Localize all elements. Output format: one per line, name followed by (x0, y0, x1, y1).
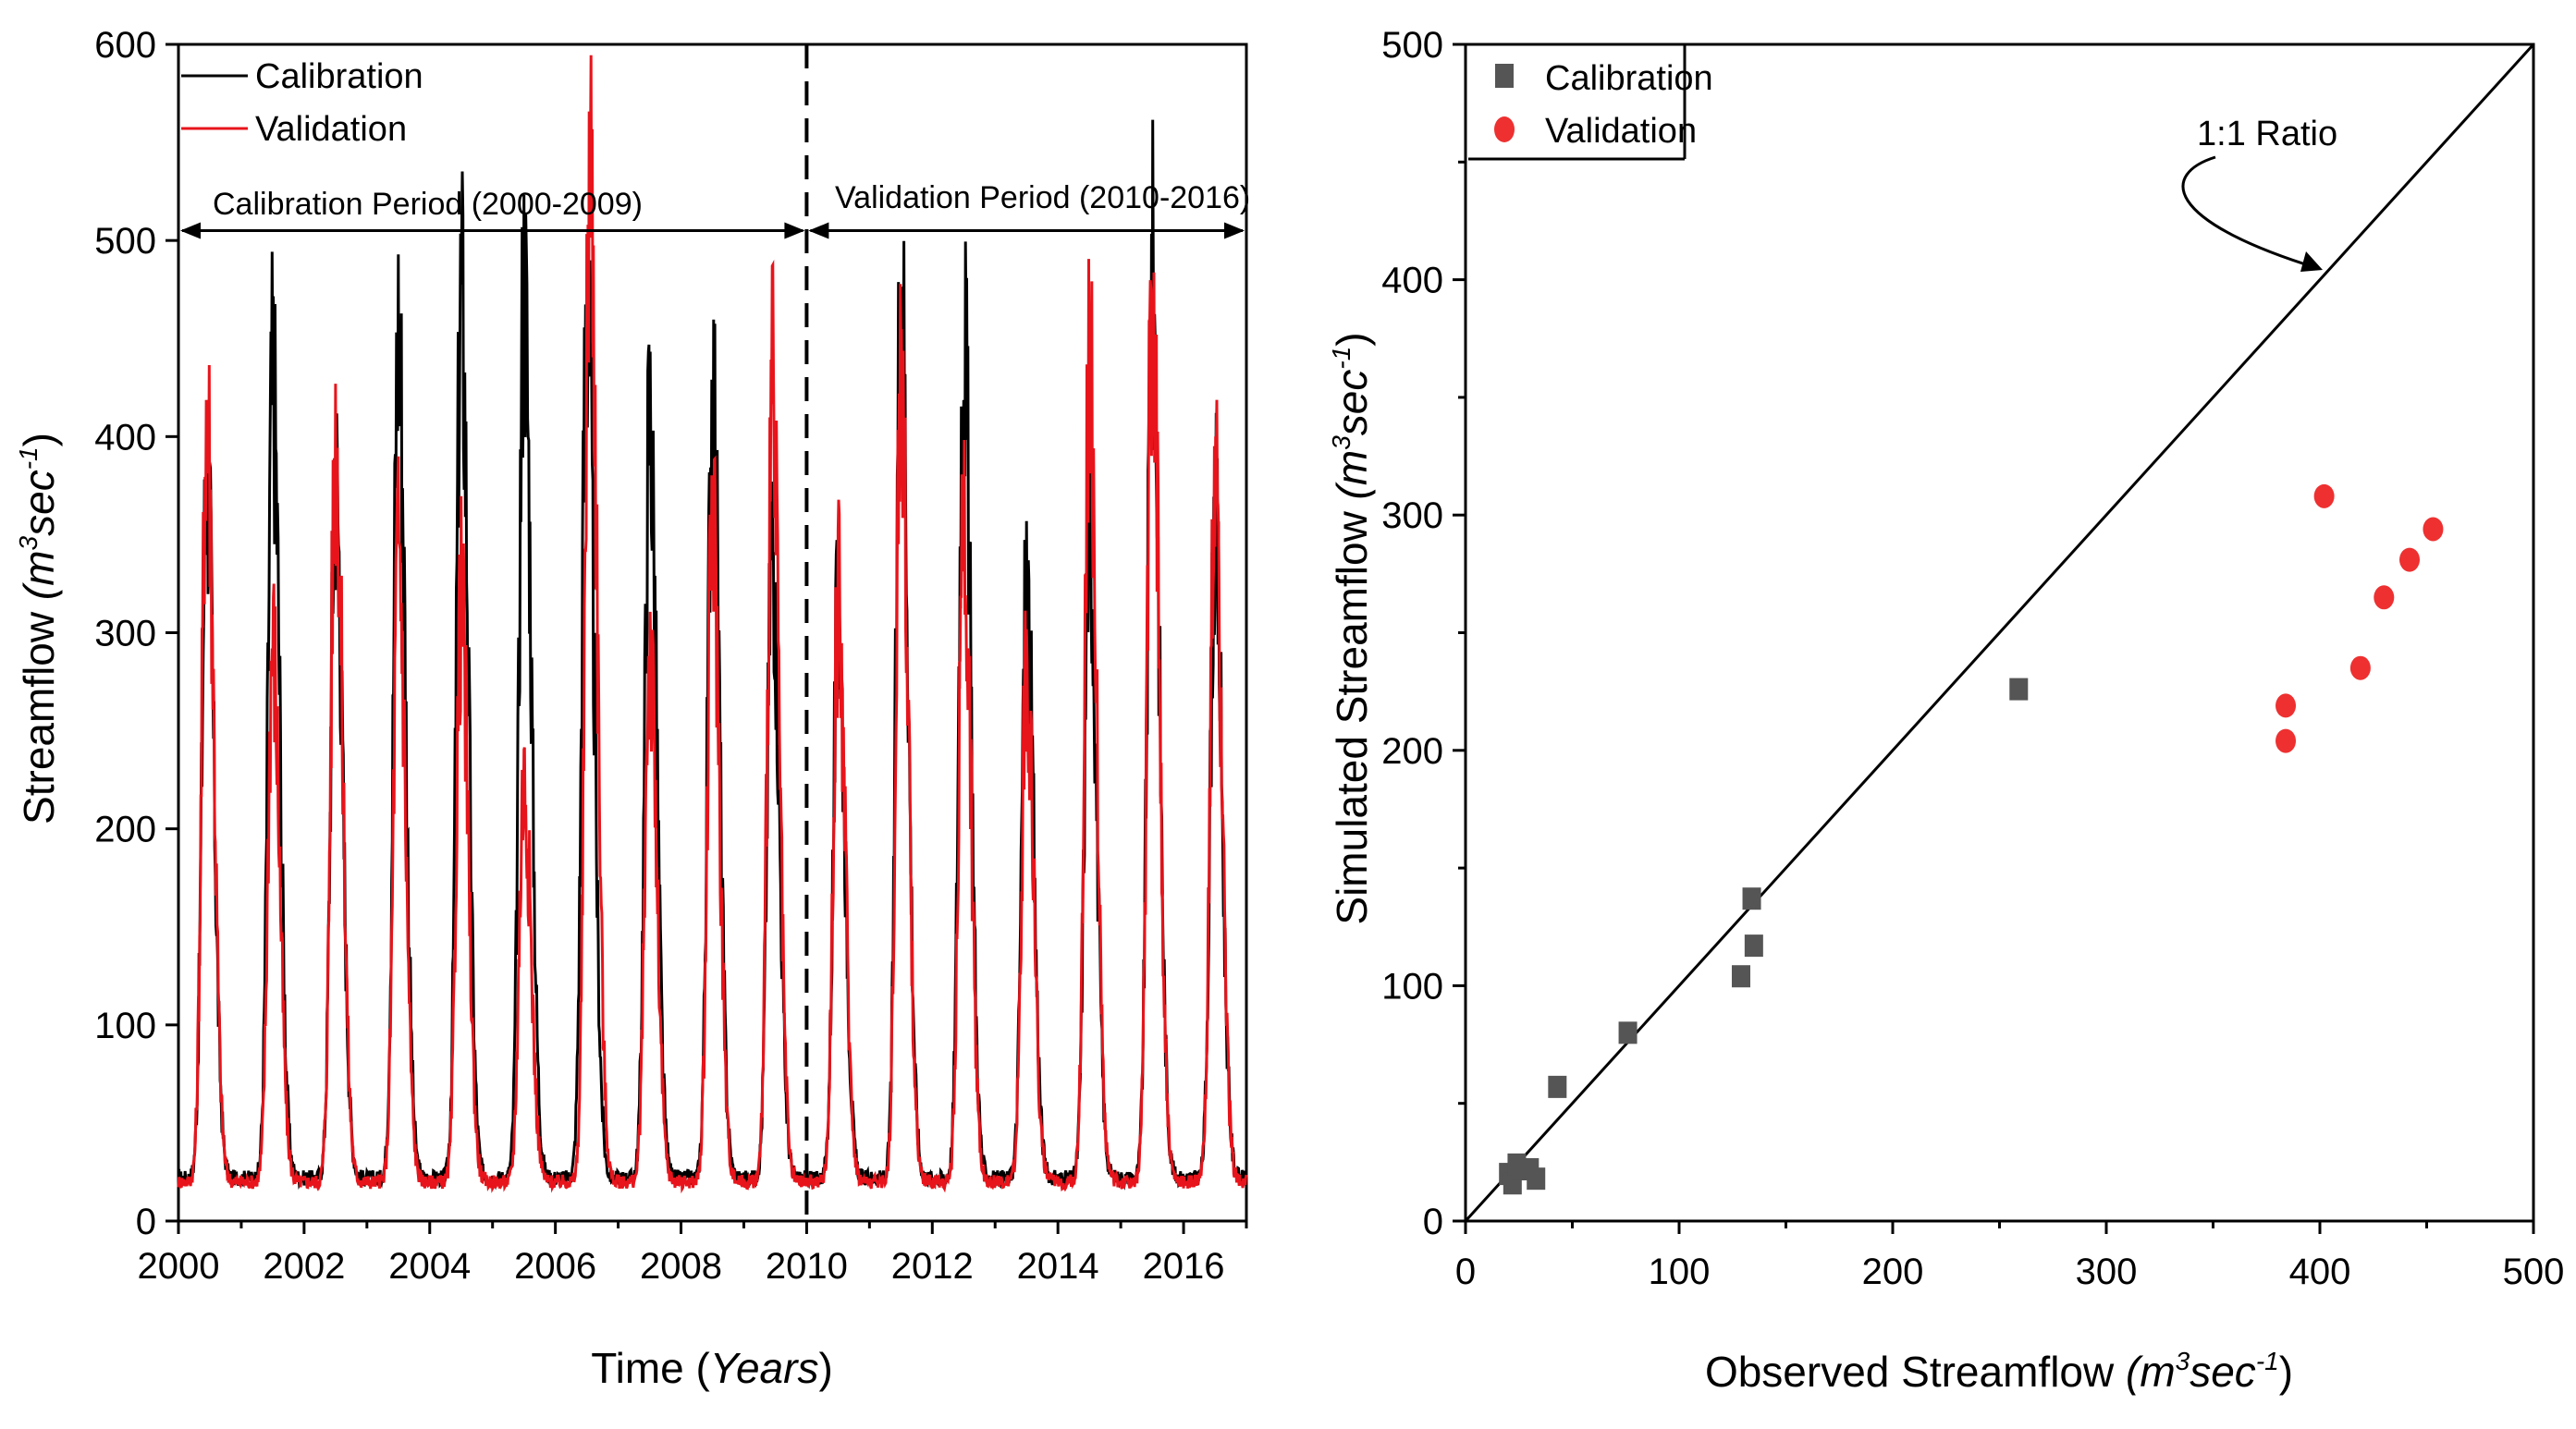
scatter-chart: 0 100 200 300 400 500 0 100 200 300 400 500 1:1 Ra… (1327, 25, 2564, 1396)
y-tick-label: 500 (1381, 25, 1443, 66)
scatter-point-calibration (1731, 965, 1750, 988)
scatter-x-axis: 0 100 200 300 400 500 (1455, 1221, 2565, 1292)
scatter-point-validation (2349, 655, 2371, 680)
scatter-y-axis-title: Simulated Streamflow (m3sec-1) (1327, 332, 1376, 924)
scatter-point-calibration (1742, 887, 1761, 910)
x-tick-label: 2000 (138, 1246, 220, 1287)
arrowhead (180, 222, 201, 239)
y-tick-label: 300 (94, 614, 156, 654)
y-tick-label: 200 (1381, 731, 1443, 772)
legend-label-calibration: Calibration (255, 57, 423, 96)
x-tick-label: 2004 (388, 1246, 471, 1287)
legend-label-calibration: Calibration (1545, 59, 1713, 98)
legend-swatch-calibration (1495, 64, 1514, 88)
y-tick-label: 400 (1381, 261, 1443, 301)
x-tick-label: 0 (1455, 1252, 1476, 1292)
timeseries-series-group (177, 55, 1248, 1194)
x-tick-label: 2006 (514, 1246, 596, 1287)
x-tick-label: 2012 (891, 1246, 974, 1287)
validation-period-label: Validation Period (2010-2016) (835, 180, 1250, 215)
scatter-legend: Calibration Validation (1468, 44, 1713, 161)
y-tick-label: 0 (1423, 1202, 1443, 1242)
one-to-one-line (1464, 43, 2535, 1223)
timeseries-chart: 2000 2002 2004 2006 2008 2010 2012 2014 2016 0 10… (14, 25, 1250, 1392)
legend-label-validation: Validation (1545, 112, 1697, 151)
arrowhead (784, 222, 805, 239)
timeseries-y-axis: 0 100 200 300 400 500 600 (94, 25, 178, 1242)
x-tick-label: 300 (2076, 1252, 2138, 1292)
scatter-point-calibration (1527, 1167, 1546, 1191)
scatter-point-validation (2423, 517, 2444, 542)
x-tick-label: 400 (2289, 1252, 2351, 1292)
arrowhead (808, 222, 829, 239)
y-tick-label: 400 (94, 417, 156, 458)
x-tick-label: 2014 (1017, 1246, 1099, 1287)
x-tick-label: 100 (1649, 1252, 1711, 1292)
timeseries-x-axis-title: Time (Years) (591, 1344, 833, 1392)
scatter-point-calibration (1744, 934, 1763, 958)
scatter-points-group (1499, 483, 2444, 1195)
arrowhead (1224, 222, 1245, 239)
scatter-point-validation (2313, 483, 2335, 508)
scatter-point-validation (2275, 693, 2297, 718)
scatter-point-calibration (2009, 678, 2029, 701)
ratio-pointer-arrow (2181, 155, 2318, 270)
x-tick-label: 500 (2503, 1252, 2565, 1292)
legend-swatch-validation (1494, 116, 1515, 142)
timeseries-plot-frame (177, 43, 1248, 1223)
timeseries-legend: Calibration Validation (181, 57, 423, 149)
y-tick-label: 600 (94, 25, 156, 66)
one-to-one-ratio-label: 1:1 Ratio (2197, 115, 2337, 153)
x-tick-label: 2010 (766, 1246, 848, 1287)
y-tick-label: 100 (94, 1006, 156, 1046)
y-tick-label: 500 (94, 221, 156, 262)
y-tick-label: 200 (94, 810, 156, 850)
y-tick-label: 100 (1381, 966, 1443, 1007)
scatter-point-validation (2399, 547, 2421, 572)
x-tick-label: 2008 (640, 1246, 722, 1287)
y-tick-label: 300 (1381, 495, 1443, 536)
timeseries-y-axis-title: Streamflow (m3sec-1) (14, 433, 63, 824)
scatter-y-axis: 0 100 200 300 400 500 (1381, 25, 1466, 1242)
scatter-x-axis-title: Observed Streamflow (m3sec-1) (1705, 1347, 2293, 1396)
calibration-period-label: Calibration Period (2000-2009) (213, 187, 643, 222)
x-tick-label: 2002 (263, 1246, 345, 1287)
scatter-point-validation (2275, 728, 2297, 753)
period-arrows (180, 222, 1245, 239)
scatter-point-validation (2374, 585, 2395, 610)
y-tick-label: 0 (136, 1202, 156, 1242)
legend-label-validation: Validation (255, 110, 407, 149)
x-tick-label: 2016 (1143, 1246, 1225, 1287)
x-tick-label: 200 (1862, 1252, 1924, 1292)
series-line-validation (177, 55, 1248, 1194)
scatter-point-calibration (1618, 1021, 1638, 1044)
ratio-pointer-arrowhead (2300, 251, 2323, 272)
timeseries-x-axis: 2000 2002 2004 2006 2008 2010 2012 2014 2016 (138, 1221, 1248, 1287)
scatter-point-calibration (1548, 1075, 1567, 1098)
